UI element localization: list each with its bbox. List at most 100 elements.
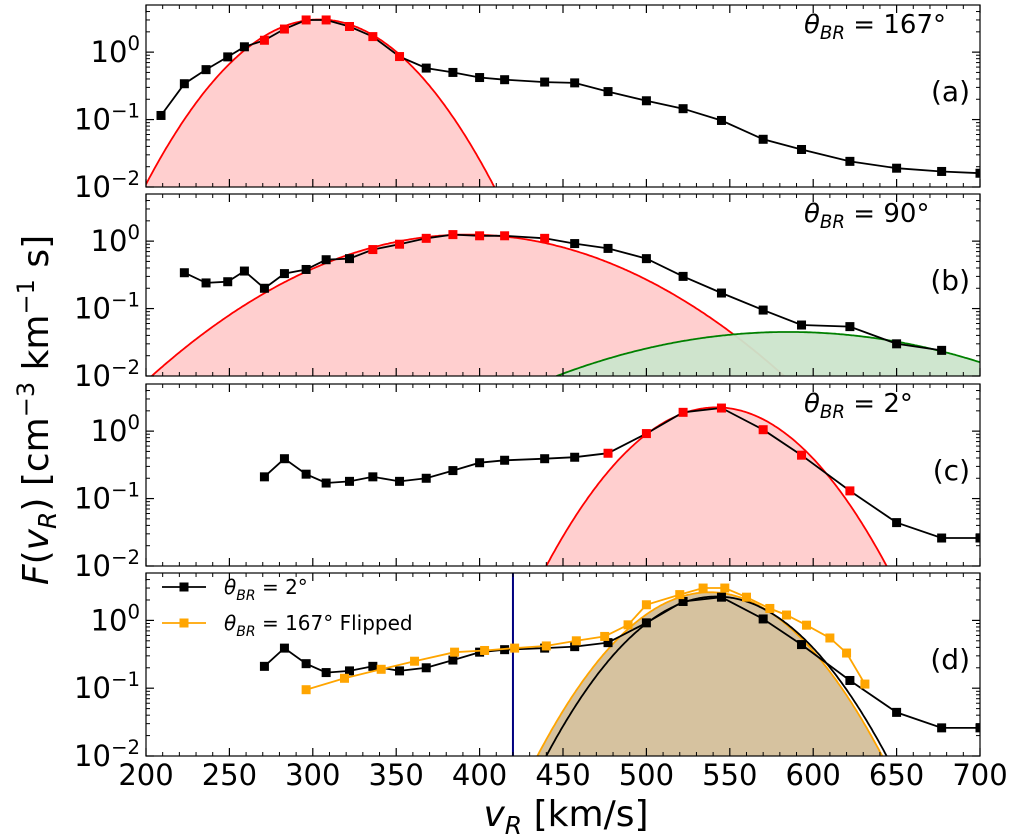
fit-fill bbox=[529, 407, 904, 566]
data-point bbox=[500, 455, 510, 465]
data-point bbox=[450, 647, 460, 657]
data-point bbox=[570, 78, 580, 88]
series-line bbox=[305, 587, 866, 691]
y-tick-label: 10−2 bbox=[74, 546, 140, 583]
y-tick-label: 10−2 bbox=[74, 736, 140, 773]
data-point bbox=[641, 618, 651, 628]
legend-marker bbox=[179, 582, 189, 592]
y-axis-ticks bbox=[145, 572, 981, 757]
panel-label: (d) bbox=[930, 643, 970, 676]
x-tick-label: 700 bbox=[952, 758, 1007, 792]
data-point bbox=[301, 15, 311, 25]
data-point bbox=[892, 339, 902, 349]
data-point bbox=[603, 448, 613, 458]
panel-label: (a) bbox=[931, 75, 970, 108]
data-point bbox=[758, 305, 768, 315]
data-point bbox=[641, 429, 651, 439]
data-point bbox=[344, 254, 354, 264]
data-point bbox=[937, 345, 947, 355]
data-point bbox=[321, 15, 331, 25]
data-point bbox=[797, 450, 807, 460]
data-point bbox=[475, 647, 485, 657]
y-tick-label: 100 bbox=[91, 600, 140, 637]
fit-curve bbox=[545, 595, 888, 756]
data-point bbox=[603, 243, 613, 253]
data-point bbox=[758, 614, 768, 624]
data-point bbox=[675, 590, 685, 600]
data-point bbox=[716, 288, 726, 298]
y-tick-label: 10−1 bbox=[74, 289, 140, 326]
data-point bbox=[344, 666, 354, 676]
legend-label: θBR = 2° bbox=[224, 575, 308, 604]
y-axis-ticks bbox=[145, 383, 981, 567]
data-point bbox=[421, 233, 431, 243]
data-point bbox=[720, 583, 730, 593]
data-point bbox=[301, 659, 311, 669]
data-point bbox=[259, 472, 269, 482]
data-point bbox=[782, 610, 792, 620]
data-point bbox=[937, 533, 947, 543]
data-point bbox=[376, 664, 386, 674]
legend: θBR = 2° θBR = 167° Flipped bbox=[162, 575, 413, 640]
data-point bbox=[448, 655, 458, 665]
data-point bbox=[279, 643, 289, 653]
data-point bbox=[368, 245, 378, 255]
data-point bbox=[410, 656, 420, 666]
data-point bbox=[321, 478, 331, 488]
data-point bbox=[860, 679, 870, 689]
y-axis-ticks bbox=[145, 4, 981, 188]
x-axis-ticks: 200 250 300 350 400 450 500 550 600 650 700 bbox=[118, 758, 1007, 792]
data-point bbox=[892, 163, 902, 173]
data-point bbox=[395, 239, 405, 249]
data-point bbox=[480, 645, 490, 655]
fit-curve bbox=[545, 406, 888, 566]
plot-area bbox=[146, 230, 980, 376]
data-point bbox=[301, 685, 311, 695]
data-point bbox=[570, 239, 580, 249]
x-tick-label: 600 bbox=[786, 758, 841, 792]
data-point bbox=[892, 518, 902, 528]
legend-marker bbox=[179, 618, 189, 628]
data-point bbox=[678, 271, 688, 281]
angle-annotation: θBR = 167° bbox=[804, 10, 946, 44]
data-point bbox=[975, 533, 980, 543]
data-point bbox=[975, 723, 980, 733]
data-point bbox=[301, 469, 311, 479]
data-point bbox=[678, 596, 688, 606]
y-axis-label: F(vR) [cm−3 km−1 s] bbox=[12, 235, 62, 585]
data-point bbox=[500, 75, 510, 85]
data-point bbox=[975, 168, 980, 178]
data-point bbox=[937, 723, 947, 733]
data-point bbox=[421, 63, 431, 73]
data-point bbox=[678, 407, 688, 417]
data-point bbox=[802, 620, 812, 630]
y-tick-label: 10−1 bbox=[74, 668, 140, 705]
data-point bbox=[698, 583, 708, 593]
panels: 100 10−1 10−2 (a) θBR = 167° 100 10−1 10−2 (b) θB… bbox=[74, 4, 981, 773]
fit-fill bbox=[519, 592, 900, 756]
data-point bbox=[279, 454, 289, 464]
data-point bbox=[797, 640, 807, 650]
panel-b: 100 10−1 10−2 (b)θBR = 90° bbox=[74, 193, 981, 393]
x-tick-label: 400 bbox=[452, 758, 507, 792]
data-point bbox=[716, 403, 726, 413]
y-axis-ticks bbox=[145, 193, 981, 377]
legend-label: θBR = 167° Flipped bbox=[224, 611, 413, 640]
x-tick-label: 500 bbox=[619, 758, 674, 792]
x-tick-label: 350 bbox=[369, 758, 424, 792]
data-point bbox=[758, 425, 768, 435]
y-tick-label: 100 bbox=[91, 32, 140, 69]
panel-label: (b) bbox=[930, 264, 970, 297]
y-tick-label: 100 bbox=[91, 221, 140, 258]
data-point bbox=[641, 254, 651, 264]
data-point bbox=[641, 96, 651, 106]
plot-area bbox=[259, 573, 980, 756]
data-point bbox=[641, 600, 651, 610]
data-point bbox=[570, 452, 580, 462]
fit-fill bbox=[477, 332, 980, 376]
data-point bbox=[368, 472, 378, 482]
data-point bbox=[239, 42, 249, 52]
data-point bbox=[845, 675, 855, 685]
data-point bbox=[395, 52, 405, 62]
